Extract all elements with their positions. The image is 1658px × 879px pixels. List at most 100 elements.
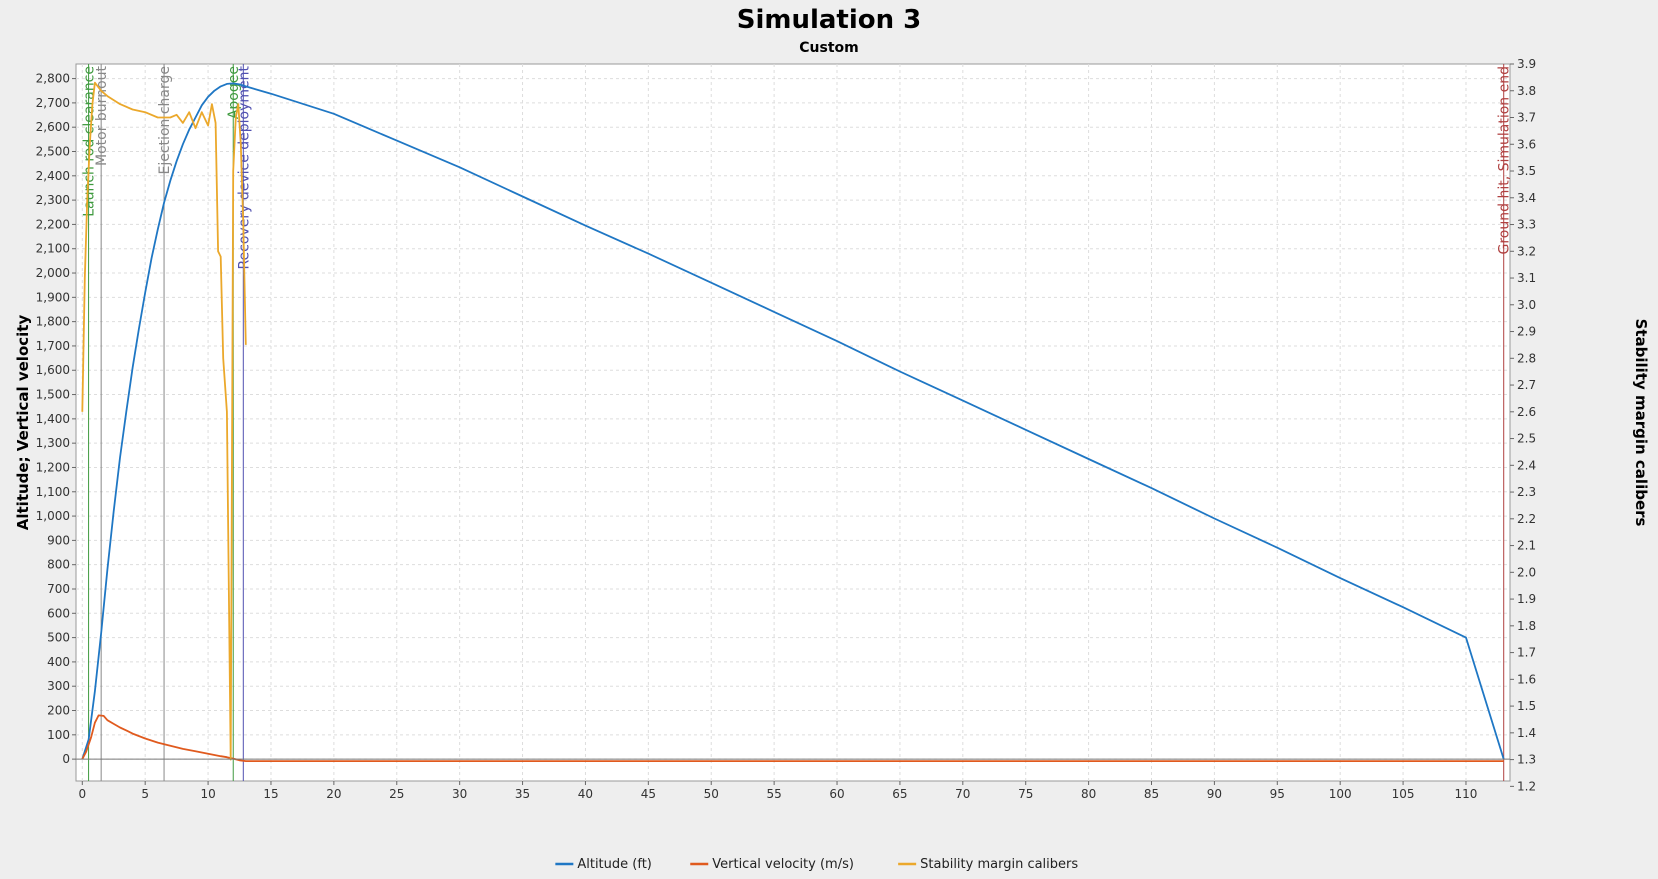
plot-area bbox=[75, 63, 1511, 782]
y-left-tick-label: 1,900 bbox=[36, 290, 70, 304]
y-right-tick-label: 1.8 bbox=[1517, 619, 1536, 633]
x-tick-label: 70 bbox=[955, 787, 970, 801]
series-lines bbox=[81, 81, 1505, 762]
y-right-tick-label: 3.4 bbox=[1517, 191, 1536, 205]
event-label: Motor burnout bbox=[94, 65, 110, 165]
series-line bbox=[81, 82, 1505, 760]
y-left-tick-label: 2,600 bbox=[36, 120, 70, 134]
x-tick-label: 5 bbox=[141, 787, 149, 801]
chart-title: Simulation 3 bbox=[737, 5, 922, 35]
x-tick-label: 60 bbox=[829, 787, 844, 801]
x-tick-label: 50 bbox=[704, 787, 719, 801]
y-left-tick-label: 1,400 bbox=[36, 412, 70, 426]
y-left-tick-label: 1,200 bbox=[36, 460, 70, 474]
x-tick-label: 20 bbox=[326, 787, 341, 801]
y-right-tick-label: 2.8 bbox=[1517, 351, 1536, 365]
legend-label: Stability margin calibers bbox=[920, 857, 1078, 872]
y-left-tick-label: 2,200 bbox=[36, 217, 70, 231]
y-left-tick-label: 0 bbox=[62, 752, 70, 766]
y-left-tick-label: 2,500 bbox=[36, 144, 70, 158]
y-right-tick-label: 3.9 bbox=[1517, 57, 1536, 71]
x-tick-label: 40 bbox=[578, 787, 593, 801]
y-left-tick-label: 1,700 bbox=[36, 339, 70, 353]
chart-subtitle: Custom bbox=[799, 40, 858, 56]
y-left-axis-ticks: 0 100 200 300 400 500 600 700 800 900 1,000 1,100 1,… bbox=[36, 72, 76, 766]
y-right-tick-label: 1.4 bbox=[1517, 726, 1536, 740]
y-right-tick-label: 3.0 bbox=[1517, 298, 1536, 312]
y-left-tick-label: 900 bbox=[47, 533, 70, 547]
y-right-tick-label: 3.8 bbox=[1517, 84, 1536, 98]
y-right-tick-label: 3.2 bbox=[1517, 244, 1536, 258]
y-left-tick-label: 1,600 bbox=[36, 363, 70, 377]
x-tick-label: 75 bbox=[1018, 787, 1033, 801]
y-left-tick-label: 500 bbox=[47, 631, 70, 645]
x-tick-label: 65 bbox=[892, 787, 907, 801]
y-left-tick-label: 1,800 bbox=[36, 315, 70, 329]
legend-label: Vertical velocity (m/s) bbox=[712, 857, 854, 872]
y-right-tick-label: 2.1 bbox=[1517, 539, 1536, 553]
y-right-tick-label: 3.6 bbox=[1517, 137, 1536, 151]
y-left-tick-label: 2,700 bbox=[36, 96, 70, 110]
x-tick-label: 0 bbox=[78, 787, 86, 801]
y-right-tick-label: 2.5 bbox=[1517, 432, 1536, 446]
y-left-tick-label: 800 bbox=[47, 558, 70, 572]
y-right-axis-ticks: 1.2 1.3 1.4 1.5 1.6 1.7 1.8 1.9 2.0 2.1 2.2 2.3 2.4 2… bbox=[1510, 57, 1536, 793]
y-left-tick-label: 200 bbox=[47, 704, 70, 718]
x-tick-label: 10 bbox=[200, 787, 215, 801]
y-left-axis-title: Altitude; Vertical velocity bbox=[14, 315, 32, 531]
x-axis-ticks: 0 5 10 15 20 25 30 35 40 45 50 55 60 65 70 75 80 85 90 95 10… bbox=[78, 781, 1477, 801]
y-right-tick-label: 1.2 bbox=[1517, 779, 1536, 793]
x-tick-label: 45 bbox=[641, 787, 656, 801]
y-left-tick-label: 1,300 bbox=[36, 436, 70, 450]
y-left-tick-label: 2,300 bbox=[36, 193, 70, 207]
x-tick-label: 100 bbox=[1329, 787, 1352, 801]
x-tick-label: 80 bbox=[1081, 787, 1096, 801]
y-right-tick-label: 1.7 bbox=[1517, 646, 1536, 660]
y-left-tick-label: 2,100 bbox=[36, 242, 70, 256]
y-left-tick-label: 600 bbox=[47, 606, 70, 620]
y-left-tick-label: 2,400 bbox=[36, 169, 70, 183]
y-right-tick-label: 2.0 bbox=[1517, 565, 1536, 579]
y-left-tick-label: 2,000 bbox=[36, 266, 70, 280]
legend: Altitude (ft) Vertical velocity (m/s) Stab… bbox=[555, 857, 1078, 872]
y-right-axis-title: Stability margin calibers bbox=[1632, 319, 1650, 527]
x-tick-label: 15 bbox=[263, 787, 278, 801]
x-tick-label: 35 bbox=[515, 787, 530, 801]
y-right-tick-label: 2.3 bbox=[1517, 485, 1536, 499]
y-right-tick-label: 3.3 bbox=[1517, 218, 1536, 232]
x-tick-label: 85 bbox=[1144, 787, 1159, 801]
y-left-tick-label: 1,000 bbox=[36, 509, 70, 523]
grid-lines bbox=[76, 64, 1510, 781]
y-right-tick-label: 3.5 bbox=[1517, 164, 1536, 178]
y-right-tick-label: 1.3 bbox=[1517, 753, 1536, 767]
y-left-tick-label: 1,500 bbox=[36, 388, 70, 402]
y-right-tick-label: 2.2 bbox=[1517, 512, 1536, 526]
x-tick-label: 95 bbox=[1270, 787, 1285, 801]
y-left-tick-label: 1,100 bbox=[36, 485, 70, 499]
x-tick-label: 110 bbox=[1455, 787, 1478, 801]
y-right-tick-label: 2.4 bbox=[1517, 458, 1536, 472]
y-right-tick-label: 1.6 bbox=[1517, 672, 1536, 686]
y-left-tick-label: 100 bbox=[47, 728, 70, 742]
y-right-tick-label: 3.7 bbox=[1517, 111, 1536, 125]
y-left-tick-label: 300 bbox=[47, 679, 70, 693]
event-label: Ejection charge bbox=[157, 66, 173, 174]
y-left-tick-label: 2,800 bbox=[36, 72, 70, 86]
event-label: Ground hit, Simulation end bbox=[1497, 66, 1513, 255]
series-line bbox=[81, 81, 247, 761]
y-right-tick-label: 1.9 bbox=[1517, 592, 1536, 606]
series-line bbox=[81, 714, 1504, 762]
y-right-tick-label: 2.6 bbox=[1517, 405, 1536, 419]
x-tick-label: 90 bbox=[1207, 787, 1222, 801]
x-tick-label: 105 bbox=[1392, 787, 1415, 801]
y-right-tick-label: 2.7 bbox=[1517, 378, 1536, 392]
y-right-tick-label: 3.1 bbox=[1517, 271, 1536, 285]
event-label: Recovery device deployment bbox=[236, 65, 252, 269]
y-right-tick-label: 2.9 bbox=[1517, 325, 1536, 339]
y-left-tick-label: 700 bbox=[47, 582, 70, 596]
x-tick-label: 55 bbox=[766, 787, 781, 801]
y-left-tick-label: 400 bbox=[47, 655, 70, 669]
x-tick-label: 25 bbox=[389, 787, 404, 801]
y-right-tick-label: 1.5 bbox=[1517, 699, 1536, 713]
